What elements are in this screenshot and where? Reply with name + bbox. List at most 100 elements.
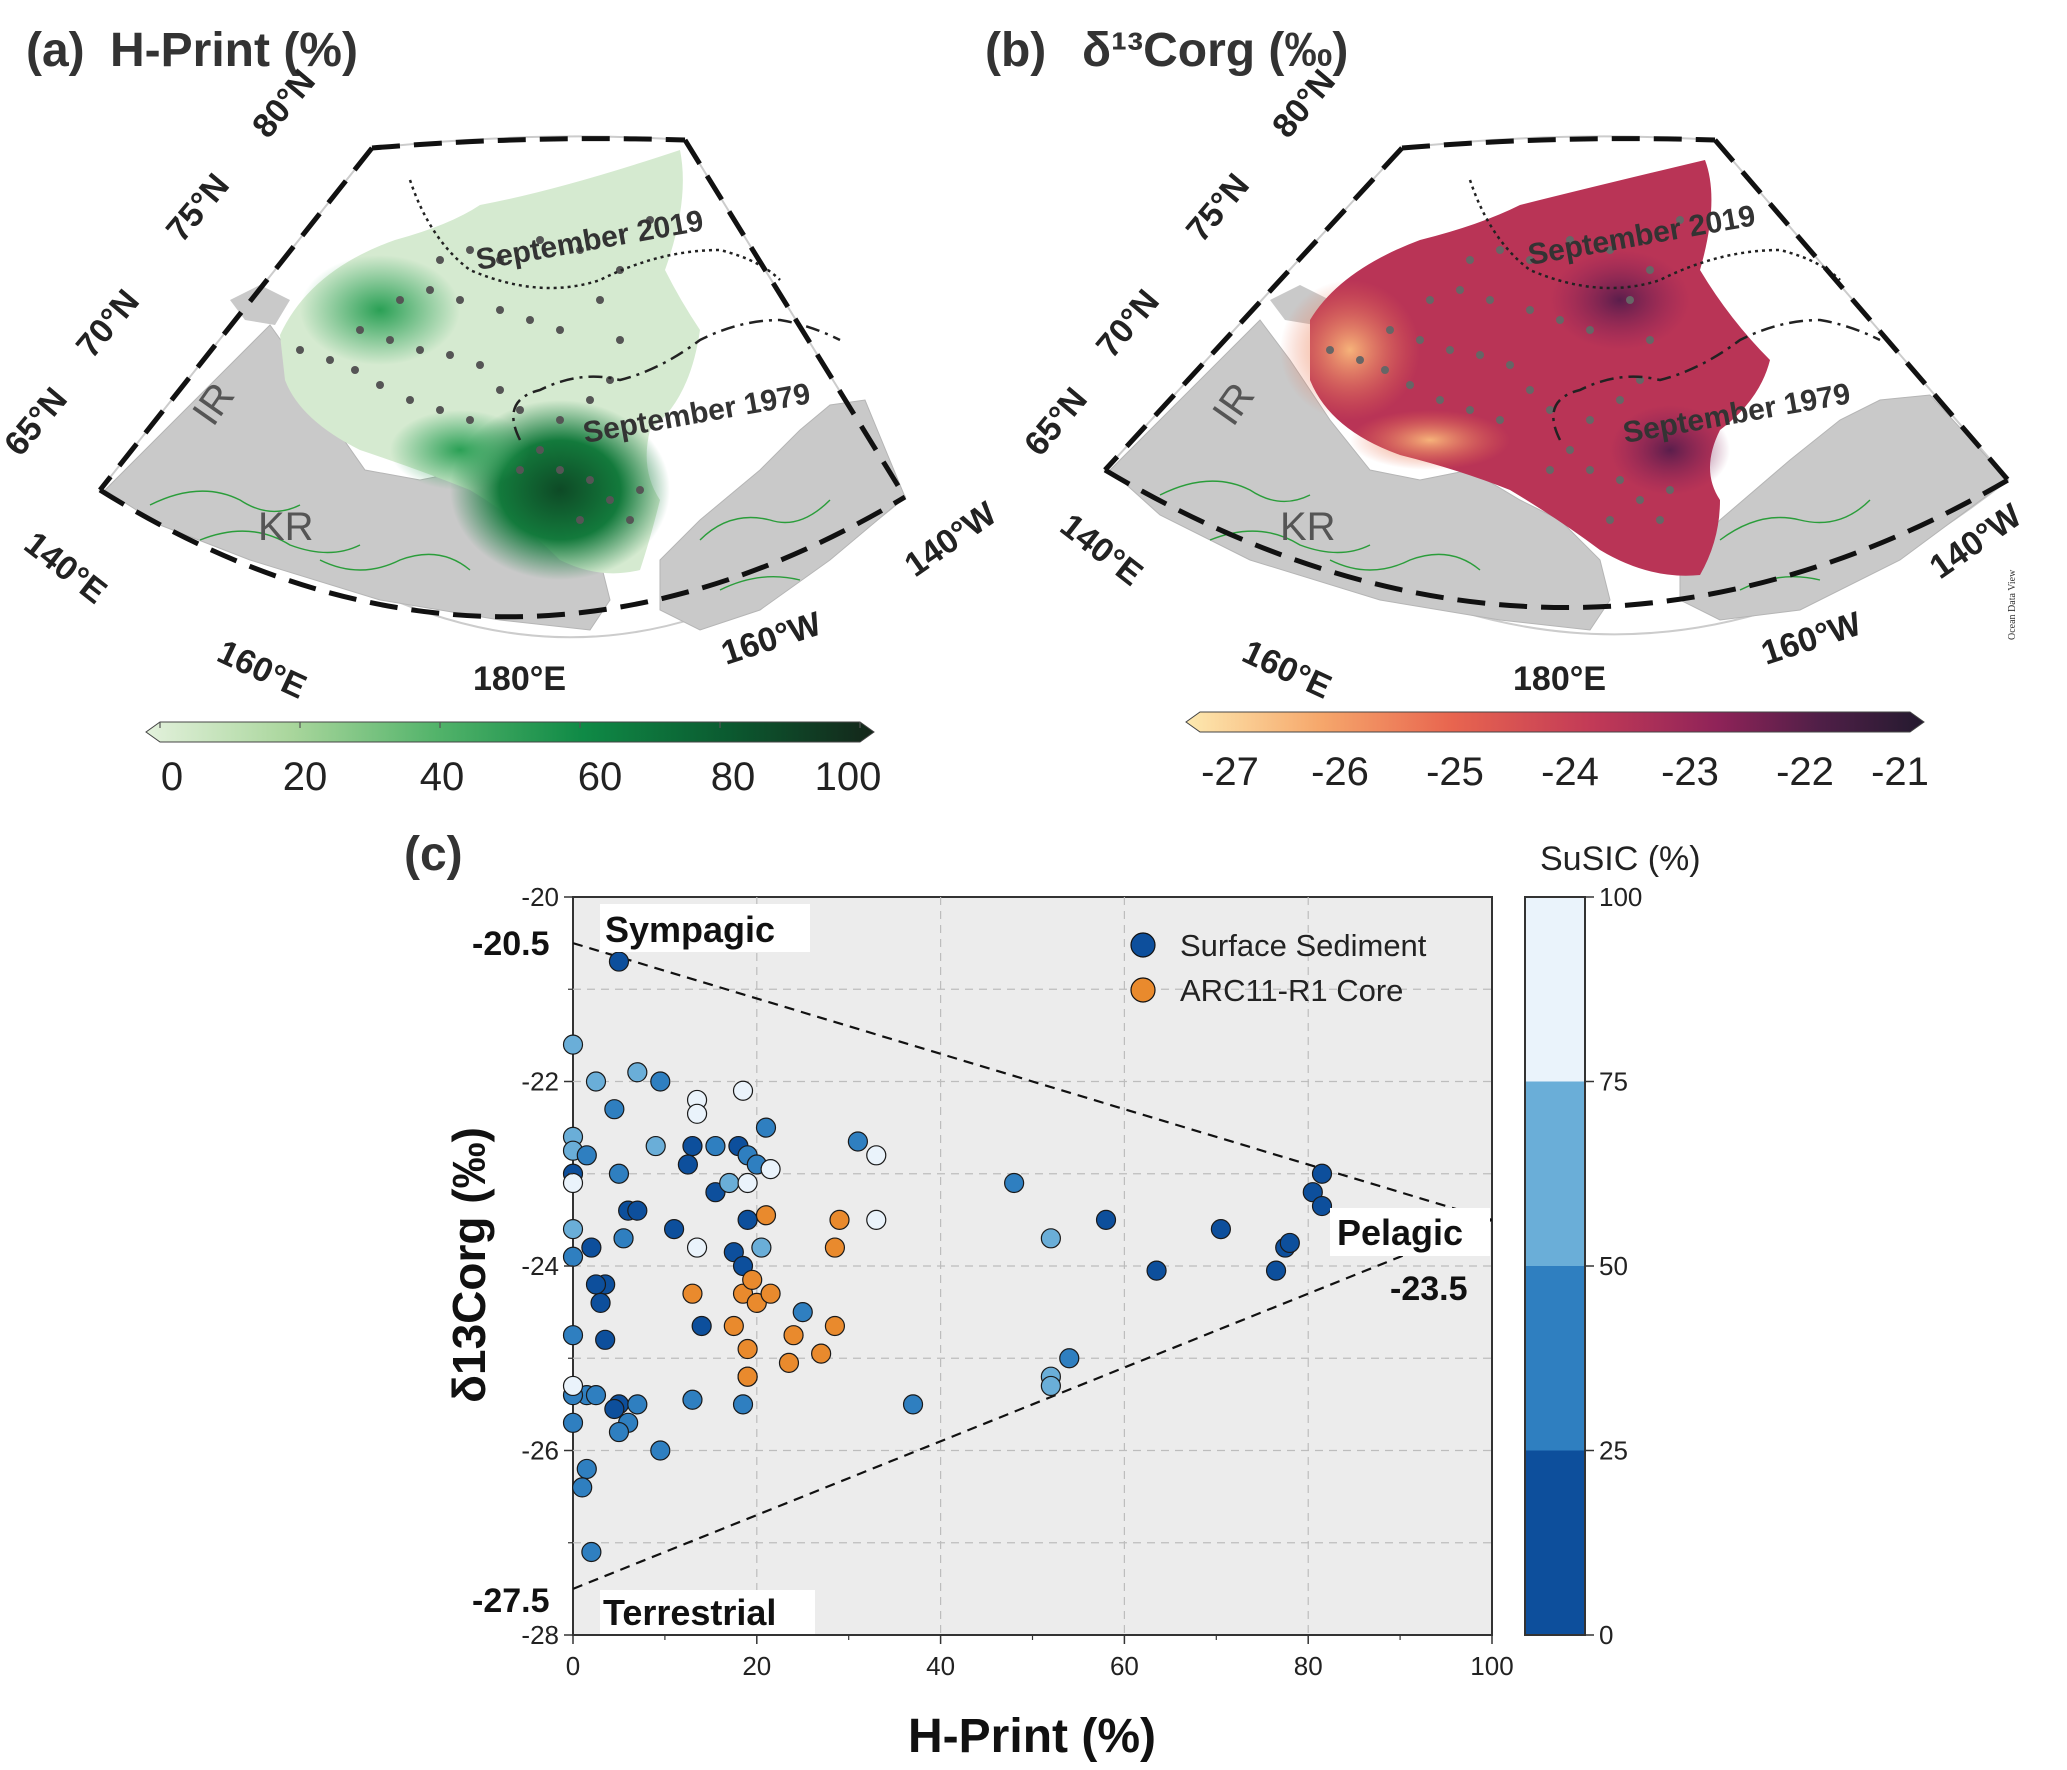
surface-sediment-point [581,1237,602,1258]
map-a-mid [390,410,530,490]
surface-sediment-point [677,1154,698,1175]
surface-sediment-point [576,1145,597,1166]
surface-sediment-point [1040,1375,1061,1397]
map-a-land-alaska [659,399,906,631]
susic-title: SuSIC (%) [1540,840,1701,878]
surface-sediment-point [608,1421,630,1443]
arc11-core-point [742,1269,763,1290]
lat-70-b: 70°N [1089,283,1167,366]
legend: Surface Sediment ARC11-R1 Core [1130,928,1427,1008]
cbar-a-tick-40: 40 [420,755,465,799]
y-tick-label: -20 [521,882,559,912]
surface-sediment-point [737,1209,758,1230]
surface-sediment-point [650,1071,671,1092]
ice-edge-1979-a [512,318,841,441]
lon-180e-b: 180°E [1513,660,1606,698]
surface-sediment-point [590,1292,611,1314]
arc11-core-point [783,1325,804,1346]
annotation-sympagic: Sympagic [605,909,775,950]
x-tick-label: 80 [1294,1651,1323,1681]
terrestrial-box [600,1590,815,1634]
cbar-b-tick-21: -21 [1871,750,1929,794]
scatter-points [562,951,1333,1563]
arc11-core-point [824,1237,846,1258]
lat-75-b: 75°N [1179,167,1257,250]
cbar-b-tick-27: -27 [1201,750,1259,794]
susic-tick-label: 50 [1599,1251,1628,1281]
cbar-a-tick-80: 80 [711,755,756,799]
surface-sediment-point [686,1237,708,1258]
surface-sediment-point [866,1145,887,1166]
surface-sediment-point [682,1389,703,1410]
map-a-frame [98,136,908,620]
x-axis-title: H-Print (%) [908,1710,1156,1763]
susic-tick-label: 0 [1599,1620,1613,1650]
susic-tick-label: 100 [1599,882,1642,912]
surface-sediment-point [691,1315,712,1337]
susic-tick-label: 75 [1599,1067,1628,1097]
ice-edge-1979-b [1552,318,1881,441]
surface-sediment-point [1265,1260,1287,1281]
surface-sediment-point [650,1440,671,1461]
surface-sediment-point [562,1246,584,1267]
annotation-pelagic: Pelagic [1337,1212,1463,1253]
surface-sediment-point [1311,1163,1333,1184]
surface-sediment-point [866,1209,887,1230]
surface-sediment-point [732,1255,754,1277]
cbar-b-tick-22: -22 [1776,750,1834,794]
susic-colorbar: 0 25 50 75 100 [1524,882,1642,1650]
y-tick-label: -28 [521,1620,559,1650]
surface-sediment-point [604,1099,625,1120]
map-a-island [230,285,290,325]
lat-65-a: 65°N [0,381,75,464]
cbar-a-tick-0: 0 [161,755,183,799]
colorbar-b: -27 -26 -25 -24 -23 -22 -21 [1185,711,1929,794]
x-tick-label: 20 [742,1651,771,1681]
susic-tick-label: 25 [1599,1436,1628,1466]
annotation-terrestrial: Terrestrial [603,1592,776,1633]
cbar-b-tick-25: -25 [1426,750,1484,794]
surface-sediment-point [792,1302,813,1323]
lon-140e-b: 140°E [1053,506,1150,593]
surface-sediment-point [604,1398,625,1420]
surface-sediment-point [705,1135,726,1157]
surface-sediment-point [751,1237,772,1258]
surface-sediment-point [562,1034,584,1055]
surface-sediment-point [572,1477,593,1498]
surface-sediment-point [732,1080,754,1101]
surface-sediment-point [723,1242,744,1263]
mixing-lines [573,942,1492,1590]
surface-sediment-point [627,1062,648,1083]
region-kr-b: KR [1280,505,1336,549]
susic-bin [1525,897,1585,1082]
cbar-b-tick-24: -24 [1541,750,1599,794]
cbar-a-tick-100: 100 [815,755,882,799]
map-b-light-west [1280,280,1420,420]
plot-c-axes: 0 20 40 60 80 100 -28 -26 -24 -22 -20 [521,882,1513,1681]
x-tick-label: 40 [926,1651,955,1681]
map-b-frame [1103,136,2010,610]
lon-160w-b: 160°W [1757,605,1867,673]
surface-sediment-point [627,1394,648,1415]
surface-sediment-point [663,1218,685,1240]
pelagic-box [1330,1208,1490,1256]
legend-label-core: ARC11-R1 Core [1180,973,1403,1008]
surface-sediment-point [755,1117,777,1138]
arc11-core-point [824,1315,846,1337]
arc11-core-point [737,1338,758,1360]
lat-65-b: 65°N [1017,381,1095,464]
panel-b-label: (b) [985,24,1046,77]
map-a-rivers [149,490,831,591]
panel-b: (b) δ¹³Corg (‰) [985,24,2029,794]
plot-c-background [572,896,1493,1636]
arc11-core-point [811,1343,832,1364]
surface-sediment-point [608,951,630,972]
surface-sediment-point [737,1172,758,1194]
odv-watermark: Ocean Data View [2007,569,2018,640]
x-tick-label: 0 [566,1651,580,1681]
panel-c-label: (c) [404,828,463,881]
x-tick-label: 100 [1470,1651,1513,1681]
surface-sediment-point [1311,1195,1333,1217]
colorbar-a: 0 20 40 60 80 100 [145,721,882,799]
arc11-core-point [682,1283,703,1304]
